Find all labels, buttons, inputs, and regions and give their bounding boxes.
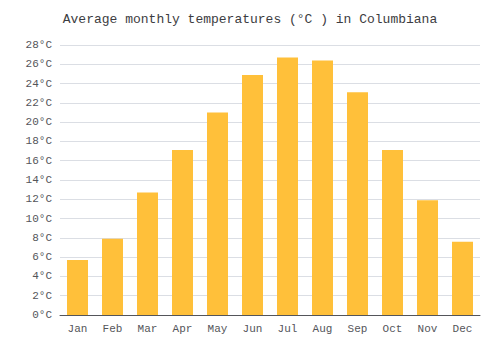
svg-text:4°C: 4°C: [32, 270, 52, 282]
svg-text:May: May: [208, 323, 228, 335]
svg-text:2°C: 2°C: [32, 290, 52, 302]
svg-text:26°C: 26°C: [26, 58, 53, 70]
svg-text:Jul: Jul: [278, 323, 298, 335]
svg-text:28°C: 28°C: [26, 39, 53, 51]
svg-text:Nov: Nov: [418, 323, 438, 335]
svg-text:Jan: Jan: [68, 323, 88, 335]
svg-text:16°C: 16°C: [26, 155, 53, 167]
svg-text:6°C: 6°C: [32, 251, 52, 263]
svg-text:14°C: 14°C: [26, 174, 53, 186]
svg-text:22°C: 22°C: [26, 97, 53, 109]
svg-text:Aug: Aug: [313, 323, 333, 335]
svg-text:Sep: Sep: [348, 323, 368, 335]
svg-text:10°C: 10°C: [26, 213, 53, 225]
svg-text:24°C: 24°C: [26, 78, 53, 90]
svg-text:Mar: Mar: [138, 323, 158, 335]
svg-text:20°C: 20°C: [26, 116, 53, 128]
svg-text:Feb: Feb: [103, 323, 123, 335]
svg-text:Apr: Apr: [173, 323, 193, 335]
svg-text:Average monthly temperatures (: Average monthly temperatures (°C ) in Co…: [63, 12, 438, 27]
svg-text:Oct: Oct: [383, 323, 403, 335]
svg-text:18°C: 18°C: [26, 135, 53, 147]
svg-text:Dec: Dec: [453, 323, 473, 335]
svg-text:0°C: 0°C: [32, 309, 52, 321]
svg-text:8°C: 8°C: [32, 232, 52, 244]
svg-text:12°C: 12°C: [26, 193, 53, 205]
svg-text:Jun: Jun: [243, 323, 263, 335]
